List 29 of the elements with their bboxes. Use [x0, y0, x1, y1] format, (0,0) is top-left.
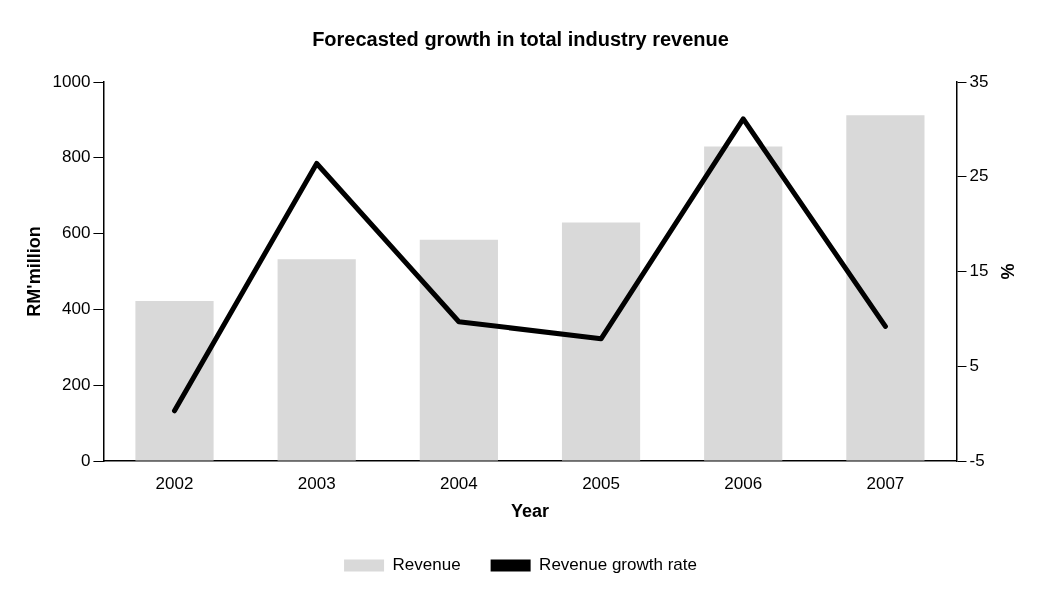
y2-tick-label: 5 — [969, 355, 979, 375]
y2-tick-label: 25 — [969, 166, 989, 186]
x-tick-label: 2002 — [155, 473, 194, 493]
bar — [846, 115, 925, 461]
chart-title: Forecasted growth in total industry revenue — [312, 27, 729, 50]
y-tick-label: 0 — [80, 450, 91, 470]
y2-tick-label: 35 — [969, 71, 989, 91]
x-axis-title: Year — [510, 501, 549, 522]
bar — [419, 239, 498, 461]
bar — [277, 259, 356, 461]
bar — [704, 146, 783, 461]
y-tick-label: 200 — [62, 374, 91, 394]
legend-label: Revenue — [392, 555, 461, 575]
x-tick-label: 2003 — [297, 473, 336, 493]
x-tick-label: 2005 — [582, 473, 620, 493]
y-tick-label: 600 — [62, 223, 91, 243]
y2-tick-label: -5 — [969, 450, 985, 470]
x-tick-label: 2004 — [439, 473, 478, 493]
y-tick-label: 800 — [62, 147, 91, 167]
bar — [135, 301, 214, 461]
y-axis-title: RM'million — [23, 226, 44, 317]
y-tick-label: 1000 — [52, 71, 91, 91]
y2-axis-title: % — [997, 263, 1018, 280]
y2-tick-label: 15 — [969, 261, 989, 281]
legend-label: Revenue growth rate — [539, 555, 697, 575]
x-tick-label: 2007 — [866, 473, 905, 493]
x-tick-label: 2006 — [724, 473, 763, 493]
bar — [561, 222, 641, 461]
y-tick-label: 400 — [62, 299, 91, 319]
